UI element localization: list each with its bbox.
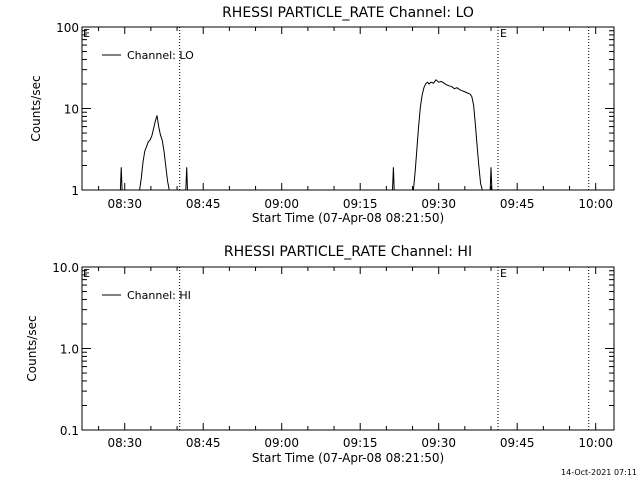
x-tick-label: 08:45 (186, 197, 221, 211)
y-tick-label: 1 (71, 184, 79, 198)
corner-marker-label: E (83, 27, 90, 40)
chart-panel-2: RHESSI PARTICLE_RATE Channel: HI 08:30 08:… (25, 244, 615, 465)
x-tick-label: 09:00 (264, 197, 299, 211)
y-tick-label: 10 (64, 103, 79, 117)
y-axis-label: Counts/sec (29, 75, 43, 141)
x-tick-label: 09:00 (264, 436, 299, 450)
y-tick-label: 10.0 (52, 261, 79, 275)
x-tick-label: 08:30 (107, 436, 142, 450)
x-tick-label: 08:45 (186, 436, 221, 450)
plot-timestamp: 14-Oct-2021 07:11 (561, 468, 637, 477)
x-tick-label: 09:30 (421, 197, 456, 211)
x-tick-label: 09:45 (500, 197, 535, 211)
series-line (119, 79, 493, 190)
y-tick-label: 100 (56, 21, 79, 35)
x-axis-label: Start Time (07-Apr-08 08:21:50) (252, 451, 444, 465)
x-tick-label: 08:30 (107, 197, 142, 211)
chart-title: RHESSI PARTICLE_RATE Channel: LO (222, 5, 474, 21)
chart-title: RHESSI PARTICLE_RATE Channel: HI (224, 244, 472, 260)
event-marker-label: E (500, 267, 507, 280)
y-tick-label: 0.1 (60, 424, 79, 438)
y-axis-label: Counts/sec (25, 315, 39, 381)
y-tick-label: 1.0 (60, 343, 79, 357)
x-tick-label: 09:15 (343, 436, 378, 450)
x-tick-label: 09:15 (343, 197, 378, 211)
event-marker-label: E (500, 27, 507, 40)
x-tick-label: 09:45 (500, 436, 535, 450)
corner-marker-label: E (83, 267, 90, 280)
x-tick-label: 10:00 (578, 197, 613, 211)
legend-entry: Channel: LO (127, 49, 194, 62)
x-tick-label: 10:00 (578, 436, 613, 450)
chart-panel-1: RHESSI PARTICLE_RATE Channel: LO 08:30 08:… (29, 5, 615, 225)
x-tick-label: 09:30 (421, 436, 456, 450)
legend-entry: Channel: HI (127, 289, 191, 302)
x-axis-label: Start Time (07-Apr-08 08:21:50) (252, 211, 444, 225)
